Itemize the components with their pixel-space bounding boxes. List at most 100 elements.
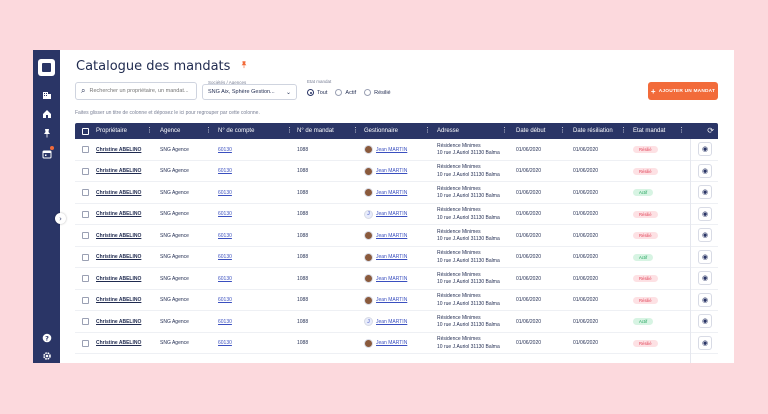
eye-icon[interactable]: ◉ (698, 185, 712, 199)
sidebar-toggle-button[interactable]: › (55, 213, 66, 224)
col-agence[interactable]: Agence ⋮ (160, 123, 215, 139)
row-checkbox[interactable] (82, 290, 89, 311)
column-menu-icon[interactable]: ⋮ (146, 126, 153, 134)
eye-icon[interactable]: ◉ (698, 292, 712, 307)
owner-link[interactable]: Christine ABELINO (96, 189, 142, 196)
search-input[interactable] (89, 88, 190, 94)
col-date-debut[interactable]: Date début ⋮ (516, 123, 569, 139)
table-row[interactable]: Christine ABELINO SNG Agence 60130 1088 Jean… (75, 182, 718, 204)
eye-icon[interactable]: ◉ (698, 314, 712, 328)
row-checkbox[interactable] (82, 311, 89, 332)
column-menu-icon[interactable]: ⋮ (286, 126, 293, 134)
table-row[interactable]: Christine ABELINO SNG Agence 60130 1088 Jean… (75, 290, 718, 311)
avatar: J (364, 317, 373, 326)
col-etat-mandat[interactable]: Etat mandat ⋮ (633, 123, 688, 139)
compte-link[interactable]: 60130 (218, 297, 232, 303)
compte-link[interactable]: 60130 (218, 189, 232, 196)
row-checkbox[interactable] (82, 204, 89, 225)
table-row[interactable]: Christine ABELINO SNG Agence 60130 1088 Jean… (75, 139, 718, 161)
app-logo[interactable] (38, 59, 55, 76)
col-proprietaire[interactable]: Propriétaire ⋮ (96, 123, 156, 139)
gestionnaire-link[interactable]: Jean MARTIN (376, 232, 408, 239)
status-badge: Résilié (633, 275, 658, 282)
compte-link[interactable]: 60130 (218, 168, 232, 174)
row-checkbox[interactable] (82, 268, 89, 289)
owner-link[interactable]: Christine ABELINO (96, 211, 142, 217)
eye-icon[interactable]: ◉ (698, 335, 712, 350)
table-row[interactable]: Christine ABELINO SNG Agence 60130 1088 Jean… (75, 161, 718, 182)
gestionnaire-link[interactable]: Jean MARTIN (376, 297, 408, 303)
owner-link[interactable]: Christine ABELINO (96, 168, 142, 174)
table-row[interactable]: Christine ABELINO SNG Agence 60130 1088 J Jea… (75, 311, 718, 333)
row-checkbox[interactable] (82, 247, 89, 268)
gestionnaire-link[interactable]: Jean MARTIN (376, 168, 408, 174)
column-menu-icon[interactable]: ⋮ (678, 126, 685, 134)
gestionnaire-link[interactable]: Jean MARTIN (376, 340, 408, 346)
table-row[interactable]: Christine ABELINO SNG Agence 60130 1088 Jean… (75, 268, 718, 290)
societe-select[interactable]: SNG Aix, Sphère Gestion... ⌄ (202, 84, 297, 100)
compte-link[interactable]: 60130 (218, 211, 232, 217)
house-icon[interactable] (40, 107, 53, 120)
col-gestionnaire[interactable]: Gestionnaire ⋮ (364, 123, 434, 139)
pin-icon[interactable] (40, 126, 53, 139)
row-checkbox[interactable] (82, 161, 89, 182)
compte-link[interactable]: 60130 (218, 318, 232, 325)
owner-link[interactable]: Christine ABELINO (96, 146, 142, 153)
owner-link[interactable]: Christine ABELINO (96, 254, 142, 260)
eye-icon[interactable]: ◉ (698, 228, 712, 242)
gestionnaire-link[interactable]: Jean MARTIN (376, 146, 408, 153)
gestionnaire-link[interactable]: Jean MARTIN (376, 211, 408, 217)
gestionnaire-link[interactable]: Jean MARTIN (376, 275, 408, 282)
building-icon[interactable] (40, 88, 53, 101)
column-menu-icon[interactable]: ⋮ (501, 126, 508, 134)
compte-link[interactable]: 60130 (218, 275, 232, 282)
settings-icon[interactable] (40, 349, 53, 362)
column-menu-icon[interactable]: ⋮ (620, 126, 627, 134)
col-mandat[interactable]: N° de mandat ⋮ (297, 123, 362, 139)
refresh-icon[interactable]: ⟳ (707, 126, 714, 135)
eye-icon[interactable]: ◉ (698, 163, 712, 178)
owner-link[interactable]: Christine ABELINO (96, 297, 142, 303)
eye-icon[interactable]: ◉ (698, 271, 712, 285)
radio-tout[interactable]: Tout (307, 89, 327, 96)
gestionnaire-link[interactable]: Jean MARTIN (376, 318, 408, 325)
compte-link[interactable]: 60130 (218, 340, 232, 346)
col-date-resiliation[interactable]: Date résiliation ⋮ (573, 123, 630, 139)
owner-link[interactable]: Christine ABELINO (96, 340, 142, 346)
radio-dot (364, 89, 372, 96)
compte-link[interactable]: 60130 (218, 232, 232, 239)
owner-link[interactable]: Christine ABELINO (96, 232, 142, 239)
table-row[interactable]: Christine ABELINO SNG Agence 60130 1088 Jean… (75, 225, 718, 247)
add-mandat-button[interactable]: + AJOUTER UN MANDAT (648, 82, 718, 100)
column-menu-icon[interactable]: ⋮ (424, 126, 431, 134)
row-checkbox[interactable] (82, 225, 89, 246)
row-checkbox[interactable] (82, 182, 89, 203)
owner-link[interactable]: Christine ABELINO (96, 275, 142, 282)
help-icon[interactable]: ? (40, 331, 53, 344)
status-badge: Résilié (633, 210, 658, 218)
calendar-icon[interactable] (40, 146, 54, 160)
gestionnaire-link[interactable]: Jean MARTIN (376, 254, 408, 260)
radio-actif[interactable]: Actif (335, 89, 356, 96)
radio-label-tout: Tout (317, 89, 328, 96)
col-adresse[interactable]: Adresse ⋮ (437, 123, 511, 139)
pin-icon[interactable] (240, 60, 248, 72)
compte-link[interactable]: 60130 (218, 146, 232, 153)
col-compte[interactable]: N° de compte ⋮ (218, 123, 296, 139)
eye-icon[interactable]: ◉ (698, 142, 712, 156)
row-checkbox[interactable] (82, 139, 89, 160)
compte-link[interactable]: 60130 (218, 254, 232, 260)
select-all-checkbox[interactable] (82, 123, 89, 139)
table-row[interactable]: Christine ABELINO SNG Agence 60130 1088 Jean… (75, 333, 718, 354)
column-menu-icon[interactable]: ⋮ (352, 126, 359, 134)
gestionnaire-link[interactable]: Jean MARTIN (376, 189, 408, 196)
column-menu-icon[interactable]: ⋮ (205, 126, 212, 134)
column-menu-icon[interactable]: ⋮ (559, 126, 566, 134)
eye-icon[interactable]: ◉ (698, 206, 712, 221)
table-row[interactable]: Christine ABELINO SNG Agence 60130 1088 Jean… (75, 247, 718, 268)
row-checkbox[interactable] (82, 333, 89, 354)
radio-resilie[interactable]: Résilié (364, 89, 391, 96)
eye-icon[interactable]: ◉ (698, 249, 712, 264)
owner-link[interactable]: Christine ABELINO (96, 318, 142, 325)
table-row[interactable]: Christine ABELINO SNG Agence 60130 1088 J Jea… (75, 204, 718, 225)
